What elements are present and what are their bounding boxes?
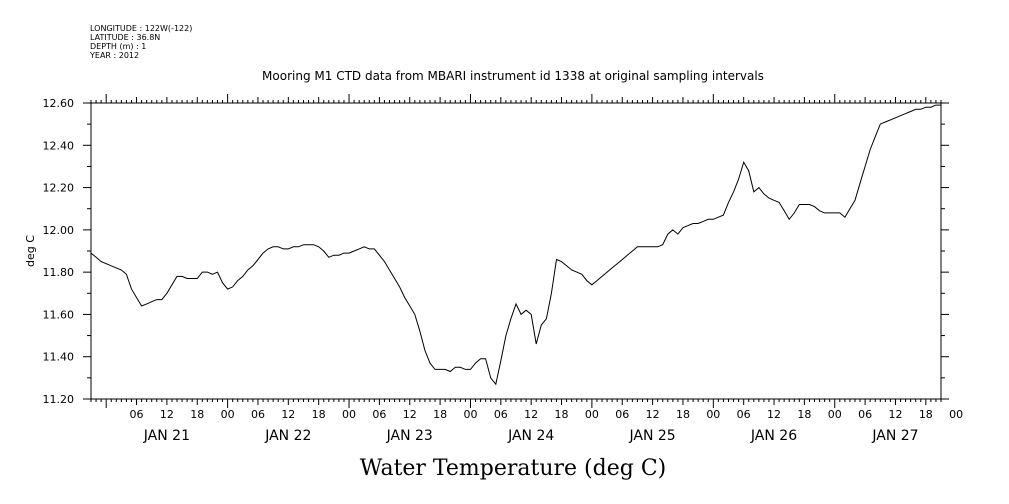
- metadata-block: LONGITUDE : 122W(-122)LATITUDE : 36.8NDE…: [89, 24, 192, 60]
- metadata-line: YEAR : 2012: [89, 51, 139, 60]
- x-tick-label: 12: [281, 408, 295, 421]
- y-axis-label: deg C: [24, 235, 37, 267]
- y-tick-label: 12.20: [43, 182, 75, 195]
- x-tick-label: 18: [797, 408, 811, 421]
- x-tick-label: 12: [524, 408, 538, 421]
- day-label: JAN 22: [264, 428, 311, 444]
- x-axis-label: Water Temperature (deg C): [360, 456, 667, 481]
- series-line: [90, 104, 941, 386]
- x-tick-label: 18: [676, 408, 690, 421]
- x-tick-label: 18: [555, 408, 569, 421]
- x-tick-label: 00: [949, 408, 963, 421]
- x-tick-label: 06: [858, 408, 872, 421]
- x-tick-label: 00: [828, 408, 842, 421]
- x-tick-label: 12: [160, 408, 174, 421]
- y-tick-labels: 11.20 11.40 11.60 11.80 12.00 12.20 12.40 12.60: [43, 97, 75, 406]
- y-tick-label: 11.40: [43, 351, 75, 364]
- plot-frame: [90, 102, 942, 400]
- x-tick-label: 18: [190, 408, 204, 421]
- metadata-line: DEPTH (m) : 1: [90, 42, 146, 51]
- metadata-line: LONGITUDE : 122W(-122): [90, 24, 192, 33]
- x-tick-label: 18: [919, 408, 933, 421]
- x-tick-label: 00: [463, 408, 477, 421]
- y-tick-label: 12.00: [43, 224, 75, 237]
- x-tick-label: 06: [615, 408, 629, 421]
- y-tick-label: 12.40: [43, 139, 75, 152]
- x-tick-label: 06: [130, 408, 144, 421]
- axis-ticks: [83, 94, 949, 408]
- x-tick-label: 06: [251, 408, 265, 421]
- day-label: JAN 26: [750, 428, 797, 444]
- metadata-line: LATITUDE : 36.8N: [90, 33, 160, 42]
- x-tick-label: 06: [737, 408, 751, 421]
- day-label: JAN 27: [871, 428, 918, 444]
- x-tick-labels: 06 12 18 00 06 12 18 00 06 12 18 00 06 12 18 00 06 12 18 00…: [130, 408, 964, 421]
- x-tick-label: 00: [585, 408, 599, 421]
- x-tick-label: 00: [706, 408, 720, 421]
- x-tick-label: 12: [888, 408, 902, 421]
- y-tick-label: 11.60: [43, 308, 75, 321]
- day-label: JAN 25: [629, 428, 676, 444]
- x-tick-label: 12: [767, 408, 781, 421]
- y-tick-label: 12.60: [43, 97, 75, 110]
- x-tick-label: 12: [646, 408, 660, 421]
- y-tick-label: 11.20: [43, 393, 75, 406]
- x-tick-label: 00: [221, 408, 235, 421]
- x-tick-label: 18: [312, 408, 326, 421]
- y-tick-label: 11.80: [43, 266, 75, 279]
- day-label: JAN 21: [143, 428, 190, 444]
- x-tick-label: 18: [433, 408, 447, 421]
- day-label: JAN 23: [386, 428, 433, 444]
- x-tick-label: 06: [372, 408, 386, 421]
- x-tick-label: 00: [342, 408, 356, 421]
- x-tick-label: 12: [403, 408, 417, 421]
- chart-title: Mooring M1 CTD data from MBARI instrumen…: [262, 69, 764, 83]
- day-labels: JAN 21 JAN 22 JAN 23 JAN 24 JAN 25 JAN 26 JAN …: [143, 428, 919, 444]
- x-tick-label: 06: [494, 408, 508, 421]
- day-label: JAN 24: [507, 428, 554, 444]
